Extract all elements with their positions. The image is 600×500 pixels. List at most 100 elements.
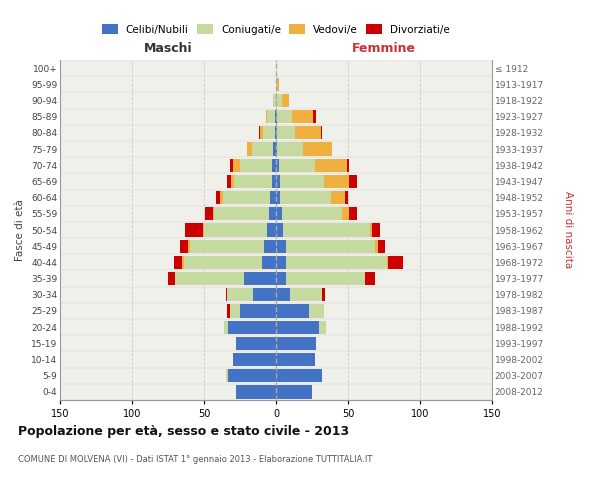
Bar — [253, 288, 276, 302]
Bar — [268, 110, 275, 124]
Bar — [276, 240, 286, 253]
Legend: Celibi/Nubili, Coniugati/e, Vedovi/e, Divorziati/e: Celibi/Nubili, Coniugati/e, Vedovi/e, Di… — [98, 20, 454, 39]
Bar — [260, 126, 263, 140]
Bar — [244, 272, 276, 285]
Bar — [290, 288, 322, 302]
Bar — [251, 142, 273, 156]
Bar — [247, 142, 251, 156]
Bar — [313, 110, 316, 124]
Bar — [188, 240, 190, 253]
Bar — [376, 240, 378, 253]
Text: Femmine: Femmine — [352, 42, 416, 55]
Bar — [276, 272, 286, 285]
Bar — [227, 304, 230, 318]
Bar — [227, 288, 253, 302]
Bar — [224, 320, 229, 334]
Bar — [276, 288, 290, 302]
Bar — [276, 256, 286, 269]
Bar — [279, 158, 315, 172]
Bar — [184, 256, 262, 269]
Bar — [276, 369, 322, 382]
Bar — [349, 207, 356, 220]
Bar — [365, 272, 376, 285]
Bar — [275, 126, 276, 140]
Bar — [276, 207, 282, 220]
Bar — [331, 191, 345, 204]
Bar — [276, 110, 277, 124]
Bar — [179, 240, 188, 253]
Bar — [277, 126, 295, 140]
Bar — [370, 224, 373, 236]
Bar — [323, 175, 349, 188]
Bar — [232, 175, 234, 188]
Bar — [234, 175, 272, 188]
Bar — [236, 386, 276, 398]
Bar — [212, 207, 214, 220]
Bar — [342, 207, 349, 220]
Bar — [280, 175, 323, 188]
Bar — [223, 191, 270, 204]
Bar — [190, 240, 265, 253]
Bar — [387, 256, 388, 269]
Bar — [272, 158, 276, 172]
Bar — [276, 142, 277, 156]
Bar — [272, 175, 276, 188]
Bar — [174, 256, 182, 269]
Bar — [276, 94, 282, 107]
Bar — [273, 94, 276, 107]
Bar — [229, 369, 276, 382]
Bar — [319, 320, 326, 334]
Bar — [226, 369, 229, 382]
Bar — [315, 158, 347, 172]
Bar — [269, 207, 276, 220]
Bar — [263, 126, 275, 140]
Bar — [266, 110, 268, 124]
Bar — [182, 256, 184, 269]
Bar — [283, 224, 370, 236]
Bar — [295, 126, 320, 140]
Bar — [273, 142, 276, 156]
Bar — [277, 78, 279, 91]
Bar — [349, 175, 356, 188]
Bar — [270, 191, 276, 204]
Y-axis label: Fasce di età: Fasce di età — [16, 199, 25, 261]
Bar — [277, 142, 304, 156]
Bar — [286, 240, 376, 253]
Bar — [226, 288, 227, 302]
Bar — [229, 320, 276, 334]
Bar — [282, 94, 289, 107]
Bar — [309, 304, 323, 318]
Bar — [233, 158, 240, 172]
Bar — [277, 110, 292, 124]
Bar — [286, 256, 387, 269]
Bar — [276, 336, 316, 350]
Bar — [276, 386, 312, 398]
Bar — [215, 191, 220, 204]
Bar — [345, 191, 348, 204]
Bar — [320, 126, 322, 140]
Text: Popolazione per età, sesso e stato civile - 2013: Popolazione per età, sesso e stato civil… — [18, 425, 349, 438]
Bar — [347, 158, 349, 172]
Bar — [388, 256, 403, 269]
Bar — [292, 110, 313, 124]
Bar — [276, 78, 277, 91]
Bar — [276, 191, 280, 204]
Bar — [259, 126, 260, 140]
Text: COMUNE DI MOLVENA (VI) - Dati ISTAT 1° gennaio 2013 - Elaborazione TUTTITALIA.IT: COMUNE DI MOLVENA (VI) - Dati ISTAT 1° g… — [18, 455, 373, 464]
Bar — [275, 110, 276, 124]
Bar — [233, 353, 276, 366]
Bar — [236, 336, 276, 350]
Bar — [230, 158, 233, 172]
Bar — [276, 224, 283, 236]
Bar — [214, 207, 269, 220]
Bar — [286, 272, 365, 285]
Bar — [227, 175, 232, 188]
Bar — [276, 175, 280, 188]
Bar — [268, 224, 276, 236]
Bar — [240, 304, 276, 318]
Y-axis label: Anni di nascita: Anni di nascita — [563, 192, 574, 268]
Bar — [378, 240, 385, 253]
Bar — [322, 288, 325, 302]
Bar — [203, 224, 204, 236]
Bar — [168, 272, 175, 285]
